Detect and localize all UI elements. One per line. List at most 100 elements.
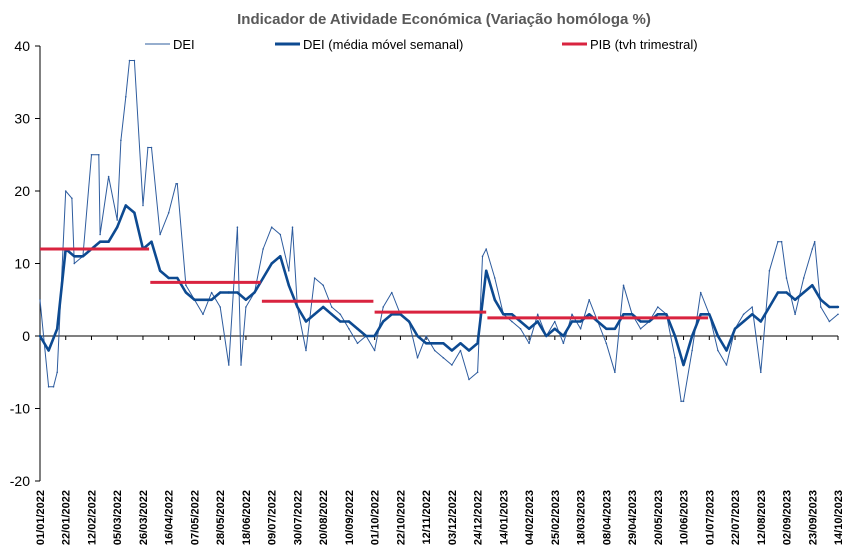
- series-dei-point: [725, 364, 728, 366]
- series-dei-ma-point: [656, 313, 659, 316]
- series-dei-point: [125, 96, 127, 98]
- legend-label-pib: PIB (tvh trimestral): [590, 37, 698, 52]
- series-dei-point: [185, 284, 187, 287]
- series-dei-point: [622, 284, 625, 287]
- series-dei-point: [305, 349, 307, 352]
- series-dei-ma-point: [330, 313, 333, 316]
- y-tick-label: -10: [10, 401, 30, 417]
- x-tick-label: 01/01/2022: [35, 490, 47, 545]
- series-dei-point: [742, 313, 745, 316]
- series-dei-ma-point: [304, 320, 308, 323]
- series-dei-point: [391, 291, 393, 294]
- series-dei-point: [219, 306, 221, 308]
- series-dei-ma-point: [116, 226, 119, 229]
- series-dei-ma-point: [476, 342, 479, 345]
- series-dei-point: [228, 364, 230, 366]
- x-tick-label: 10/06/2023: [679, 490, 691, 545]
- series-dei-point: [133, 59, 136, 62]
- y-tick-label: 0: [22, 328, 30, 344]
- series-dei-point: [39, 299, 41, 301]
- series-dei-ma-point: [158, 269, 162, 272]
- y-tick-label: 40: [14, 38, 30, 54]
- series-dei-point: [159, 233, 161, 236]
- series-dei-ma-point: [382, 320, 385, 323]
- series-dei-ma-point: [176, 276, 179, 280]
- series-dei-ma-point: [133, 211, 136, 214]
- series-dei-point: [322, 284, 325, 287]
- series-dei-point: [511, 320, 513, 323]
- legend-label-dei-ma: DEI (média móvel semanal): [303, 37, 463, 52]
- series-dei-point: [481, 255, 484, 258]
- series-dei-point: [682, 400, 685, 403]
- x-tick-label: 12/08/2023: [756, 490, 768, 545]
- series-dei-point: [47, 386, 50, 388]
- series-dei-point: [605, 342, 608, 345]
- x-tick-label: 28/05/2022: [215, 490, 227, 545]
- x-tick-label: 20/05/2023: [653, 490, 665, 545]
- series-dei-ma-point: [450, 349, 454, 352]
- x-tick-label: 05/03/2022: [112, 490, 124, 545]
- series-dei-point: [120, 139, 122, 142]
- series-dei-ma-point: [519, 320, 522, 323]
- x-tick-label: 12/11/2022: [421, 490, 433, 544]
- x-tick-label: 01/07/2023: [704, 490, 716, 545]
- series-dei-ma-point: [279, 255, 282, 258]
- x-tick-label: 22/10/2022: [395, 490, 407, 545]
- series-dei-ma-point: [785, 291, 788, 294]
- series-dei-ma-point: [356, 327, 359, 330]
- series-dei-point: [236, 226, 239, 228]
- series-dei-ma-point: [613, 327, 617, 330]
- series-dei-point: [56, 371, 58, 374]
- x-tick-label: 22/01/2022: [61, 490, 73, 545]
- series-dei-point: [554, 320, 556, 323]
- series-dei-point: [785, 277, 788, 279]
- series-dei-ma-point: [459, 342, 462, 345]
- series-dei-ma-point: [373, 334, 376, 338]
- series-dei-point: [433, 349, 436, 352]
- series-dei-ma-point: [124, 204, 128, 207]
- series-dei-ma-point: [424, 342, 428, 345]
- series-dei-point: [699, 291, 702, 294]
- series-dei-point: [64, 190, 67, 192]
- series-dei-ma-point: [322, 305, 325, 309]
- series-dei-point: [73, 262, 76, 265]
- x-tick-label: 18/06/2022: [241, 490, 253, 545]
- series-dei-point: [780, 240, 783, 243]
- x-tick-label: 09/07/2022: [267, 490, 279, 545]
- x-axis: 01/01/2022 22/01/2022 12/02/2022 05/03/2022…: [35, 335, 845, 545]
- x-tick-label: 10/09/2022: [344, 490, 356, 545]
- series-dei-point: [760, 371, 762, 374]
- series-dei-point: [528, 342, 530, 345]
- series-dei-point: [313, 277, 316, 279]
- series-dei-ma-point: [502, 313, 505, 316]
- series-dei-ma-point: [828, 305, 831, 309]
- series-dei-ma-point: [47, 349, 50, 352]
- series-pib: [40, 247, 709, 320]
- series-dei-point: [579, 328, 582, 330]
- series-dei-ma-point: [467, 349, 471, 352]
- series-dei-point: [813, 240, 816, 243]
- series-dei-point: [562, 342, 565, 345]
- series-dei-point: [519, 328, 522, 330]
- series-dei-ma-point: [622, 313, 625, 316]
- x-tick-label: 26/03/2022: [138, 490, 150, 545]
- series-dei-point: [245, 306, 247, 308]
- series-dei-point: [794, 313, 796, 316]
- x-tick-label: 04/02/2023: [524, 490, 536, 545]
- series-dei-point: [128, 59, 131, 62]
- series-dei-ma-point: [244, 298, 248, 301]
- series-dei-ma-point: [193, 298, 196, 301]
- series-dei-point: [291, 226, 294, 228]
- series-dei-ma-point: [570, 320, 574, 323]
- series-dei-ma-point: [665, 313, 668, 316]
- series-dei-ma-point: [442, 342, 445, 345]
- series-dei-ma-point: [287, 284, 290, 287]
- series-dei-point: [98, 154, 100, 156]
- series-dei-ma-point: [553, 327, 556, 330]
- series-dei-ma-point: [407, 320, 411, 323]
- series-dei-point: [476, 371, 479, 374]
- series-dei-ma-point: [673, 334, 677, 338]
- series-dei-ma-point: [802, 291, 805, 294]
- series-dei-ma-point: [725, 349, 728, 352]
